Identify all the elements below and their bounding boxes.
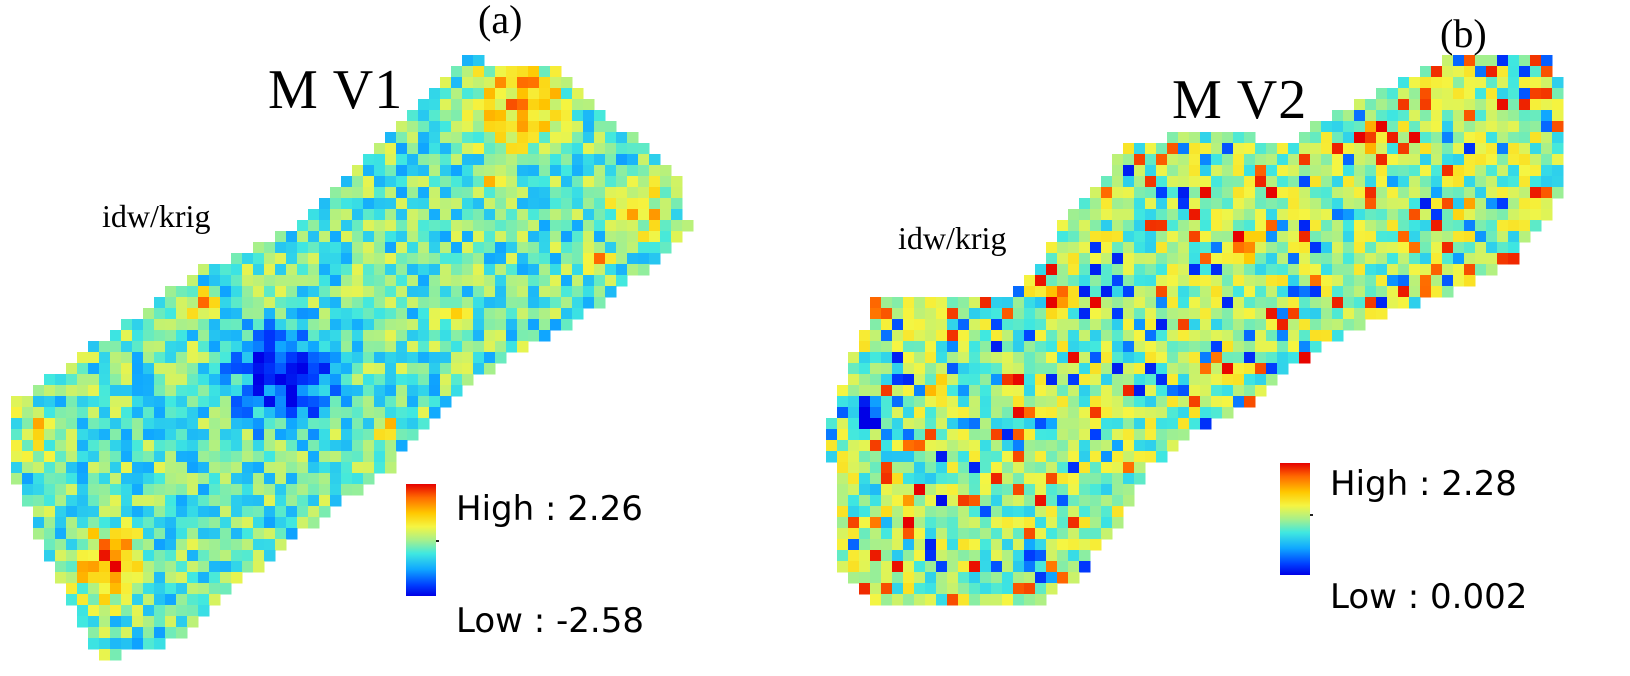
legend-high-a: High : 2.26 xyxy=(456,489,643,529)
legend-tick-a xyxy=(436,540,439,542)
map-panel-a: (a) M V1 idw/krig High : 2.26 Low : -2.5… xyxy=(0,0,800,676)
panel-label-a: (a) xyxy=(478,0,523,42)
method-label-b: idw/krig xyxy=(898,220,1007,256)
map-panel-b: (b) M V2 idw/krig High : 2.28 Low : 0.00… xyxy=(815,0,1630,676)
panel-label-b: (b) xyxy=(1440,11,1487,56)
legend-tick-b xyxy=(1310,514,1313,516)
legend-high-b: High : 2.28 xyxy=(1330,464,1517,504)
legend-low-a: Low : -2.58 xyxy=(456,601,644,641)
legend-colorbar-b xyxy=(1280,463,1310,575)
raster-map-mv1 xyxy=(11,55,694,661)
method-label-a: idw/krig xyxy=(102,198,211,234)
legend-low-b: Low : 0.002 xyxy=(1330,577,1528,617)
map-title-mv1: M V1 xyxy=(268,59,404,121)
legend-colorbar-a xyxy=(406,484,436,596)
raster-cells xyxy=(11,55,694,661)
raster-map-mv2 xyxy=(826,55,1564,606)
raster-cells xyxy=(826,55,1564,606)
map-title-mv2: M V2 xyxy=(1172,69,1308,131)
